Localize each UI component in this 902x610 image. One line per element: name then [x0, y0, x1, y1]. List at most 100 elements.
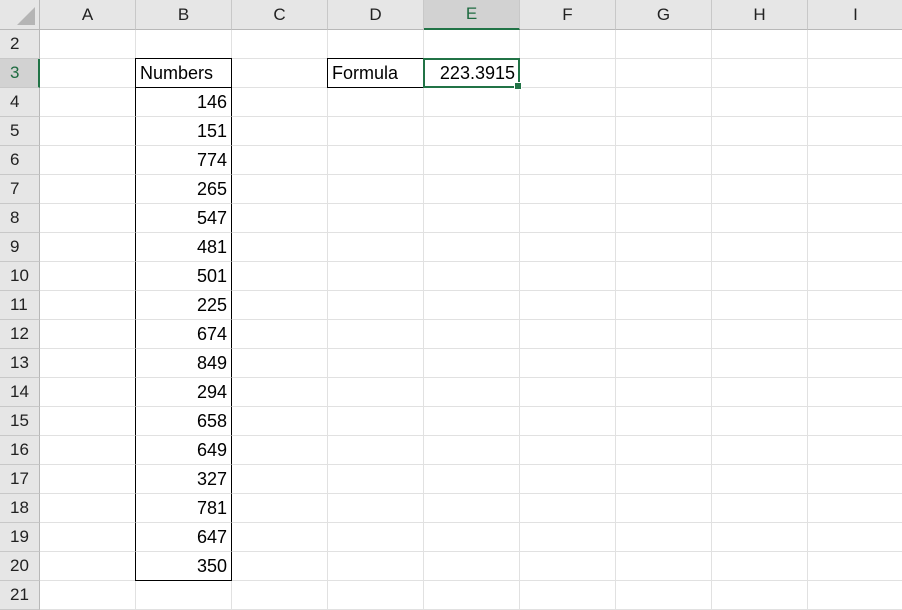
- cell-F11[interactable]: [520, 291, 616, 320]
- cell-A15[interactable]: [40, 407, 136, 436]
- row-header-9[interactable]: 9: [0, 233, 40, 262]
- cell-C9[interactable]: [232, 233, 328, 262]
- cell-B14[interactable]: 294: [135, 378, 232, 407]
- cell-G13[interactable]: [616, 349, 712, 378]
- cell-H8[interactable]: [712, 204, 808, 233]
- cell-I9[interactable]: [808, 233, 902, 262]
- cell-H3[interactable]: [712, 59, 808, 88]
- cell-B3[interactable]: Numbers: [135, 58, 232, 88]
- cell-F4[interactable]: [520, 88, 616, 117]
- cell-G10[interactable]: [616, 262, 712, 291]
- cell-G6[interactable]: [616, 146, 712, 175]
- cell-B12[interactable]: 674: [135, 320, 232, 349]
- cell-D8[interactable]: [328, 204, 424, 233]
- cell-C6[interactable]: [232, 146, 328, 175]
- cell-I5[interactable]: [808, 117, 902, 146]
- cell-F2[interactable]: [520, 30, 616, 59]
- cell-G20[interactable]: [616, 552, 712, 581]
- cell-I20[interactable]: [808, 552, 902, 581]
- cell-I3[interactable]: [808, 59, 902, 88]
- cell-A12[interactable]: [40, 320, 136, 349]
- cell-B6[interactable]: 774: [135, 146, 232, 175]
- cell-E11[interactable]: [424, 291, 520, 320]
- cell-C11[interactable]: [232, 291, 328, 320]
- cell-B16[interactable]: 649: [135, 436, 232, 465]
- cell-F16[interactable]: [520, 436, 616, 465]
- cell-A11[interactable]: [40, 291, 136, 320]
- cell-A5[interactable]: [40, 117, 136, 146]
- cell-I4[interactable]: [808, 88, 902, 117]
- row-header-15[interactable]: 15: [0, 407, 40, 436]
- cell-F9[interactable]: [520, 233, 616, 262]
- cell-F20[interactable]: [520, 552, 616, 581]
- cell-C16[interactable]: [232, 436, 328, 465]
- cell-G9[interactable]: [616, 233, 712, 262]
- cell-F18[interactable]: [520, 494, 616, 523]
- cell-C17[interactable]: [232, 465, 328, 494]
- cell-E10[interactable]: [424, 262, 520, 291]
- cell-D10[interactable]: [328, 262, 424, 291]
- cell-B13[interactable]: 849: [135, 349, 232, 378]
- row-header-12[interactable]: 12: [0, 320, 40, 349]
- cell-A2[interactable]: [40, 30, 136, 59]
- cell-E8[interactable]: [424, 204, 520, 233]
- column-header-H[interactable]: H: [712, 0, 808, 30]
- cell-D12[interactable]: [328, 320, 424, 349]
- cell-C2[interactable]: [232, 30, 328, 59]
- cell-E12[interactable]: [424, 320, 520, 349]
- cell-H11[interactable]: [712, 291, 808, 320]
- cell-F7[interactable]: [520, 175, 616, 204]
- cell-B15[interactable]: 658: [135, 407, 232, 436]
- cell-H14[interactable]: [712, 378, 808, 407]
- cell-G5[interactable]: [616, 117, 712, 146]
- cell-G7[interactable]: [616, 175, 712, 204]
- cell-F3[interactable]: [520, 59, 616, 88]
- cell-G4[interactable]: [616, 88, 712, 117]
- row-header-2[interactable]: 2: [0, 30, 40, 59]
- cell-C20[interactable]: [232, 552, 328, 581]
- cell-I14[interactable]: [808, 378, 902, 407]
- cell-F12[interactable]: [520, 320, 616, 349]
- cell-H20[interactable]: [712, 552, 808, 581]
- cell-E7[interactable]: [424, 175, 520, 204]
- row-header-20[interactable]: 20: [0, 552, 40, 581]
- column-header-D[interactable]: D: [328, 0, 424, 30]
- cell-D3[interactable]: Formula: [327, 58, 424, 88]
- cell-C13[interactable]: [232, 349, 328, 378]
- column-header-C[interactable]: C: [232, 0, 328, 30]
- cell-G11[interactable]: [616, 291, 712, 320]
- cell-D15[interactable]: [328, 407, 424, 436]
- column-header-F[interactable]: F: [520, 0, 616, 30]
- cell-H17[interactable]: [712, 465, 808, 494]
- cell-H12[interactable]: [712, 320, 808, 349]
- cell-D11[interactable]: [328, 291, 424, 320]
- cell-I17[interactable]: [808, 465, 902, 494]
- cell-G16[interactable]: [616, 436, 712, 465]
- cell-I11[interactable]: [808, 291, 902, 320]
- cell-F15[interactable]: [520, 407, 616, 436]
- cell-G19[interactable]: [616, 523, 712, 552]
- column-header-G[interactable]: G: [616, 0, 712, 30]
- cell-C7[interactable]: [232, 175, 328, 204]
- cell-D7[interactable]: [328, 175, 424, 204]
- cell-I8[interactable]: [808, 204, 902, 233]
- cell-C14[interactable]: [232, 378, 328, 407]
- cell-B9[interactable]: 481: [135, 233, 232, 262]
- cell-A3[interactable]: [40, 59, 136, 88]
- cell-A17[interactable]: [40, 465, 136, 494]
- cell-I12[interactable]: [808, 320, 902, 349]
- cell-D17[interactable]: [328, 465, 424, 494]
- cell-F8[interactable]: [520, 204, 616, 233]
- cell-B10[interactable]: 501: [135, 262, 232, 291]
- row-header-21[interactable]: 21: [0, 581, 40, 610]
- cell-D20[interactable]: [328, 552, 424, 581]
- cell-I15[interactable]: [808, 407, 902, 436]
- cell-A18[interactable]: [40, 494, 136, 523]
- row-header-3[interactable]: 3: [0, 59, 40, 88]
- cell-G15[interactable]: [616, 407, 712, 436]
- cell-F10[interactable]: [520, 262, 616, 291]
- cell-B11[interactable]: 225: [135, 291, 232, 320]
- cell-D19[interactable]: [328, 523, 424, 552]
- cell-C8[interactable]: [232, 204, 328, 233]
